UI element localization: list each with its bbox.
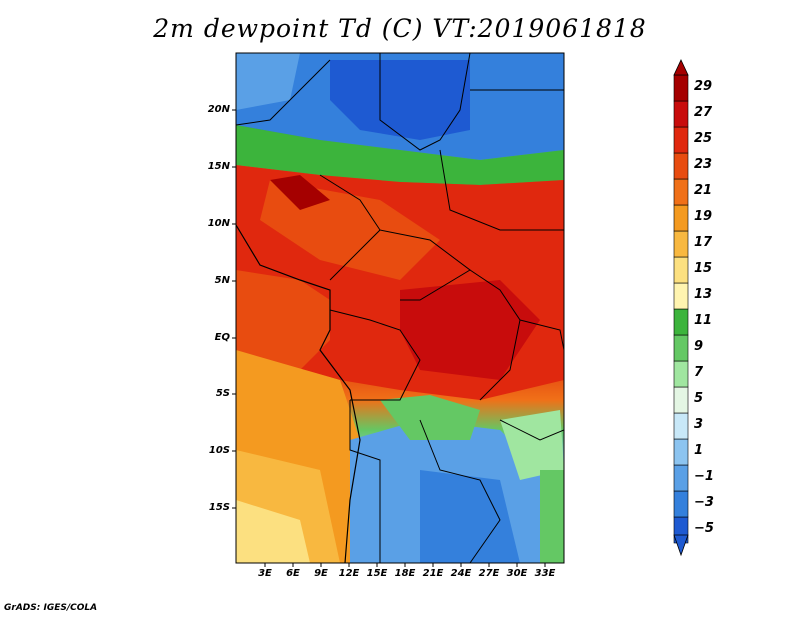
colorbar-label: 27: [694, 105, 713, 120]
colorbar-swatch: [673, 256, 689, 284]
colorbar-swatch: [673, 100, 689, 128]
colorbar-label: −3: [694, 495, 714, 510]
lon-label-9e: 9E: [314, 568, 328, 579]
lon-label-21e: 21E: [422, 568, 444, 579]
colorbar-label: 21: [694, 183, 713, 198]
lat-ticks: [232, 109, 236, 509]
colorbar-swatch: [673, 360, 689, 388]
colorbar-label: 7: [694, 365, 704, 380]
lat-label-5s: 5S: [215, 388, 230, 399]
lon-ticks: [264, 563, 546, 567]
colorbar-swatch: [673, 308, 689, 336]
lon-label-27e: 27E: [478, 568, 500, 579]
colorbar-label: 23: [694, 157, 713, 172]
lon-label-30e: 30E: [506, 568, 528, 579]
colorbar-label: 13: [694, 287, 713, 302]
lat-label-15n: 15N: [207, 161, 230, 172]
colorbar-label: 11: [694, 313, 713, 328]
colorbar-swatch: [673, 178, 689, 206]
lat-label-15s: 15S: [208, 502, 230, 513]
colorbar-top-arrow: [673, 59, 689, 76]
colorbar-swatch: [673, 204, 689, 232]
colorbar-label: 3: [694, 417, 704, 432]
colorbar-label: −1: [694, 469, 714, 484]
colorbar-label: 19: [694, 209, 713, 224]
map-frame: [235, 52, 565, 564]
colorbar-swatch: [673, 282, 689, 310]
map-title: 2m dewpoint Td (C) VT:2019061818: [153, 14, 647, 43]
colorbar-label: 17: [694, 235, 713, 250]
colorbar-swatch: [673, 438, 689, 466]
colorbar-label: −5: [694, 521, 714, 536]
lon-label-12e: 12E: [338, 568, 360, 579]
colorbar-swatch: [673, 490, 689, 518]
lon-label-15e: 15E: [366, 568, 388, 579]
colorbar: [673, 59, 689, 557]
colorbar-swatch: [673, 74, 689, 102]
colorbar-swatch: [673, 464, 689, 492]
colorbar-label: 25: [694, 131, 713, 146]
lon-label-33e: 33E: [534, 568, 556, 579]
colorbar-label: 1: [694, 443, 704, 458]
lon-label-6e: 6E: [286, 568, 300, 579]
colorbar-label: 5: [694, 391, 704, 406]
lat-label-10n: 10N: [207, 218, 230, 229]
lon-label-3e: 3E: [258, 568, 272, 579]
colorbar-swatch: [673, 126, 689, 154]
colorbar-bottom-arrow: [673, 534, 689, 557]
colorbar-swatch: [673, 386, 689, 414]
lat-label-10s: 10S: [208, 445, 230, 456]
grads-credit: GrADS: IGES/COLA: [4, 603, 98, 613]
colorbar-label: 29: [694, 79, 713, 94]
colorbar-swatch: [673, 412, 689, 440]
country-borders: [236, 53, 564, 563]
lon-label-18e: 18E: [394, 568, 416, 579]
colorbar-label: 9: [694, 339, 704, 354]
lon-label-24e: 24E: [450, 568, 472, 579]
colorbar-swatch: [673, 230, 689, 258]
colorbar-swatch: [673, 334, 689, 362]
colorbar-label: 15: [694, 261, 713, 276]
lat-label-5n: 5N: [214, 275, 230, 286]
dewpoint-field: [236, 53, 564, 563]
lat-label-20n: 20N: [207, 104, 230, 115]
colorbar-swatch: [673, 152, 689, 180]
coastline: [235, 224, 361, 564]
lat-label-eq: EQ: [214, 332, 230, 343]
